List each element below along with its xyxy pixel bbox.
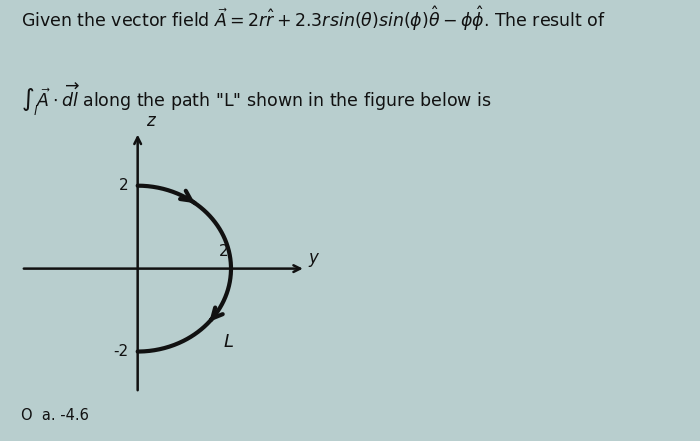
Text: z: z	[146, 112, 155, 130]
Text: 2: 2	[219, 244, 229, 259]
Text: -2: -2	[113, 344, 128, 359]
Text: L: L	[224, 333, 234, 351]
Text: 2: 2	[119, 178, 128, 193]
Text: $\int_l \vec{A} \cdot \overrightarrow{dl}$ along the path "L" shown in the figur: $\int_l \vec{A} \cdot \overrightarrow{dl…	[21, 82, 491, 118]
Text: Given the vector field $\vec{A} = 2r\hat{r} + 2.3rsin(\theta)sin(\phi)\hat{\thet: Given the vector field $\vec{A} = 2r\hat…	[21, 4, 606, 33]
Text: y: y	[308, 249, 318, 266]
Text: O  a. -4.6: O a. -4.6	[21, 408, 89, 423]
